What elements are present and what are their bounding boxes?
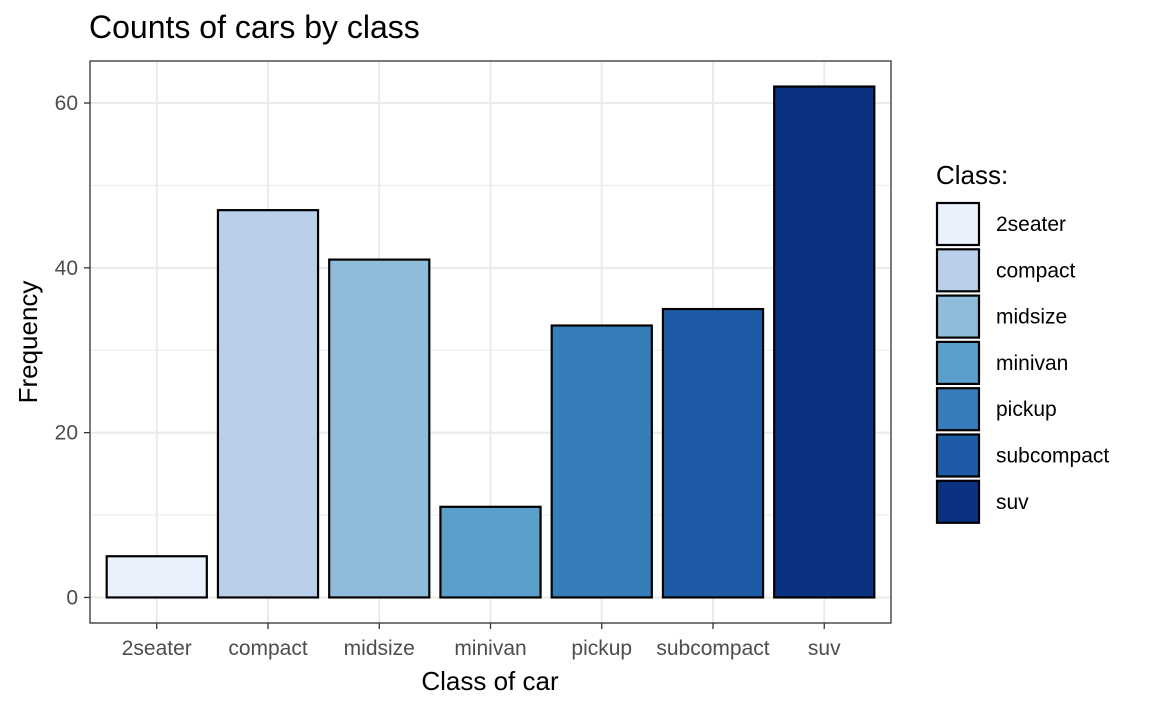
bars xyxy=(105,85,876,599)
bar-subcompact xyxy=(661,307,765,599)
legend-label: compact xyxy=(996,259,1076,282)
bar-midsize xyxy=(328,258,431,599)
legend-label: minivan xyxy=(996,352,1068,375)
bar-2seater xyxy=(105,555,208,599)
legend-key-midsize xyxy=(935,294,981,339)
legend-key-subcompact xyxy=(935,433,981,478)
y-tick-label: 20 xyxy=(55,422,78,445)
legend-label: pickup xyxy=(996,398,1057,421)
x-tick-label: 2seater xyxy=(122,637,192,660)
y-tick-label: 60 xyxy=(55,92,78,115)
legend-label: subcompact xyxy=(996,445,1109,468)
x-axis-title: Class of car xyxy=(421,666,559,696)
x-axis-ticks: 2seater compact midsize minivan pickup subcom… xyxy=(122,623,841,660)
bar-compact xyxy=(216,209,320,599)
x-tick-label: suv xyxy=(808,637,841,660)
legend-key-2seater xyxy=(935,201,981,247)
legend-key-pickup xyxy=(935,387,981,432)
x-tick-label: midsize xyxy=(344,637,415,660)
x-tick-label: minivan xyxy=(454,637,526,660)
legend-title: Class: xyxy=(936,160,1008,190)
chart-title: Counts of cars by class xyxy=(89,9,420,45)
y-axis-ticks: 0 20 40 60 xyxy=(55,92,90,609)
x-tick-label: compact xyxy=(228,637,308,660)
legend-label: suv xyxy=(996,491,1029,514)
legend-key-minivan xyxy=(935,340,981,385)
legend-key-suv xyxy=(935,479,981,524)
y-axis-title: Frequency xyxy=(13,281,43,404)
x-tick-label: subcompact xyxy=(656,637,769,660)
y-tick-label: 40 xyxy=(55,257,78,280)
x-tick-label: pickup xyxy=(571,637,632,660)
bar-minivan xyxy=(439,505,542,599)
bar-suv xyxy=(773,85,876,599)
legend-key-compact xyxy=(935,248,981,293)
legend-label: 2seater xyxy=(996,213,1066,236)
legend: 2seater compact midsize minivan pickup subcom… xyxy=(935,201,1109,524)
y-tick-label: 0 xyxy=(66,586,78,609)
legend-label: midsize xyxy=(996,306,1067,329)
bar-pickup xyxy=(550,324,653,599)
